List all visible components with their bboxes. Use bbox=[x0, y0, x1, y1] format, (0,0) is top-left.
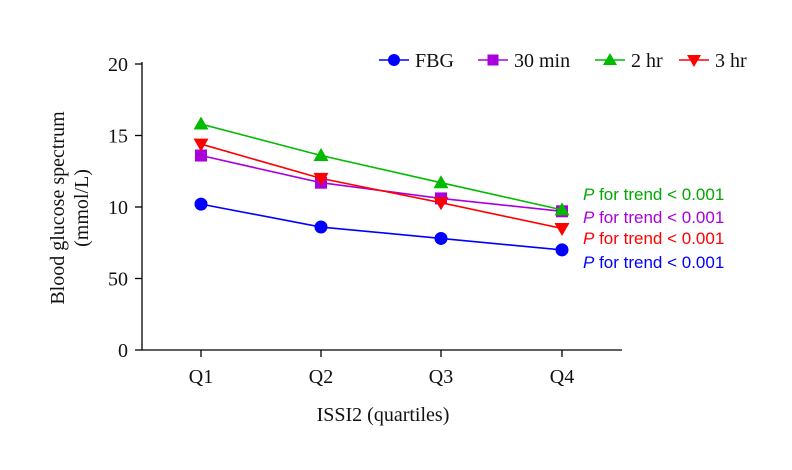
legend-marker bbox=[687, 55, 701, 67]
trend-annotation-p: P bbox=[583, 208, 595, 227]
trend-annotation: P for trend < 0.001 bbox=[583, 208, 724, 227]
x-tick-label: Q3 bbox=[429, 366, 453, 388]
y-axis-title-line2: (mmol/L) bbox=[71, 169, 93, 247]
y-tick-label: 0 bbox=[118, 340, 128, 362]
legend-label: 30 min bbox=[514, 50, 570, 72]
series-line-2-hr bbox=[200, 123, 563, 211]
series-line-fbg bbox=[200, 203, 563, 251]
legend-item-fbg: FBG bbox=[379, 50, 454, 72]
x-tick-label: Q1 bbox=[189, 366, 213, 388]
trend-annotation-p: P bbox=[583, 229, 595, 248]
series-fbg bbox=[194, 197, 569, 257]
trend-annotation-p: P bbox=[583, 253, 595, 272]
trend-annotation-text: for trend < 0.001 bbox=[594, 208, 724, 227]
data-point-2-hr bbox=[554, 202, 570, 216]
series-3-hr bbox=[193, 138, 570, 236]
trend-annotation-text: for trend < 0.001 bbox=[594, 253, 724, 272]
series-2-hr bbox=[193, 116, 570, 216]
trend-annotation: P for trend < 0.001 bbox=[583, 229, 724, 248]
y-axis-title-line1: Blood glucose spectrum bbox=[47, 111, 69, 305]
data-point-3-hr bbox=[433, 197, 449, 211]
series-layer bbox=[193, 116, 570, 257]
data-point-2-hr bbox=[193, 116, 209, 130]
axes: 0 50 10 15 20 Q1 Q2 Q3 Q4 bbox=[108, 54, 622, 388]
trend-annotation-p: P bbox=[583, 185, 595, 204]
legend-item-30-min: 30 min bbox=[478, 50, 570, 72]
trend-annotation-text: for trend < 0.001 bbox=[594, 185, 724, 204]
trend-annotation: P for trend < 0.001 bbox=[583, 185, 724, 204]
legend-label: FBG bbox=[415, 50, 454, 72]
legend-label: 2 hr bbox=[631, 50, 663, 72]
legend-label: 3 hr bbox=[715, 50, 747, 72]
series-30-min bbox=[195, 149, 568, 218]
y-axis-title: Blood glucose spectrum (mmol/L) bbox=[47, 111, 93, 305]
series-line-3-hr bbox=[200, 143, 563, 230]
data-point-2-hr bbox=[313, 148, 329, 162]
series-line-30-min bbox=[200, 154, 563, 213]
data-point-fbg bbox=[555, 243, 569, 257]
y-tick-label: 50 bbox=[108, 269, 128, 291]
x-tick-label: Q4 bbox=[550, 366, 574, 388]
legend-marker bbox=[603, 53, 617, 65]
y-tick-label: 20 bbox=[108, 54, 128, 76]
trend-annotation: P for trend < 0.001 bbox=[583, 253, 724, 272]
data-point-fbg bbox=[314, 220, 328, 234]
x-tick-label: Q2 bbox=[309, 366, 333, 388]
x-axis-title: ISSI2 (quartiles) bbox=[317, 404, 450, 426]
legend-marker bbox=[487, 54, 499, 66]
data-point-3-hr bbox=[313, 172, 329, 186]
y-tick-label: 15 bbox=[108, 126, 128, 148]
legend: FBG 30 min 2 hr 3 hr bbox=[379, 50, 747, 72]
data-point-3-hr bbox=[193, 138, 209, 152]
trend-annotation-text: for trend < 0.001 bbox=[594, 229, 724, 248]
y-tick-label: 10 bbox=[108, 197, 128, 219]
data-point-2-hr bbox=[433, 175, 449, 189]
data-point-fbg bbox=[194, 197, 208, 211]
data-point-fbg bbox=[434, 231, 448, 245]
legend-item-2-hr: 2 hr bbox=[595, 50, 663, 72]
legend-marker bbox=[388, 54, 400, 66]
data-point-3-hr bbox=[554, 222, 570, 236]
legend-item-3-hr: 3 hr bbox=[679, 50, 747, 72]
data-point-30-min bbox=[195, 149, 207, 162]
